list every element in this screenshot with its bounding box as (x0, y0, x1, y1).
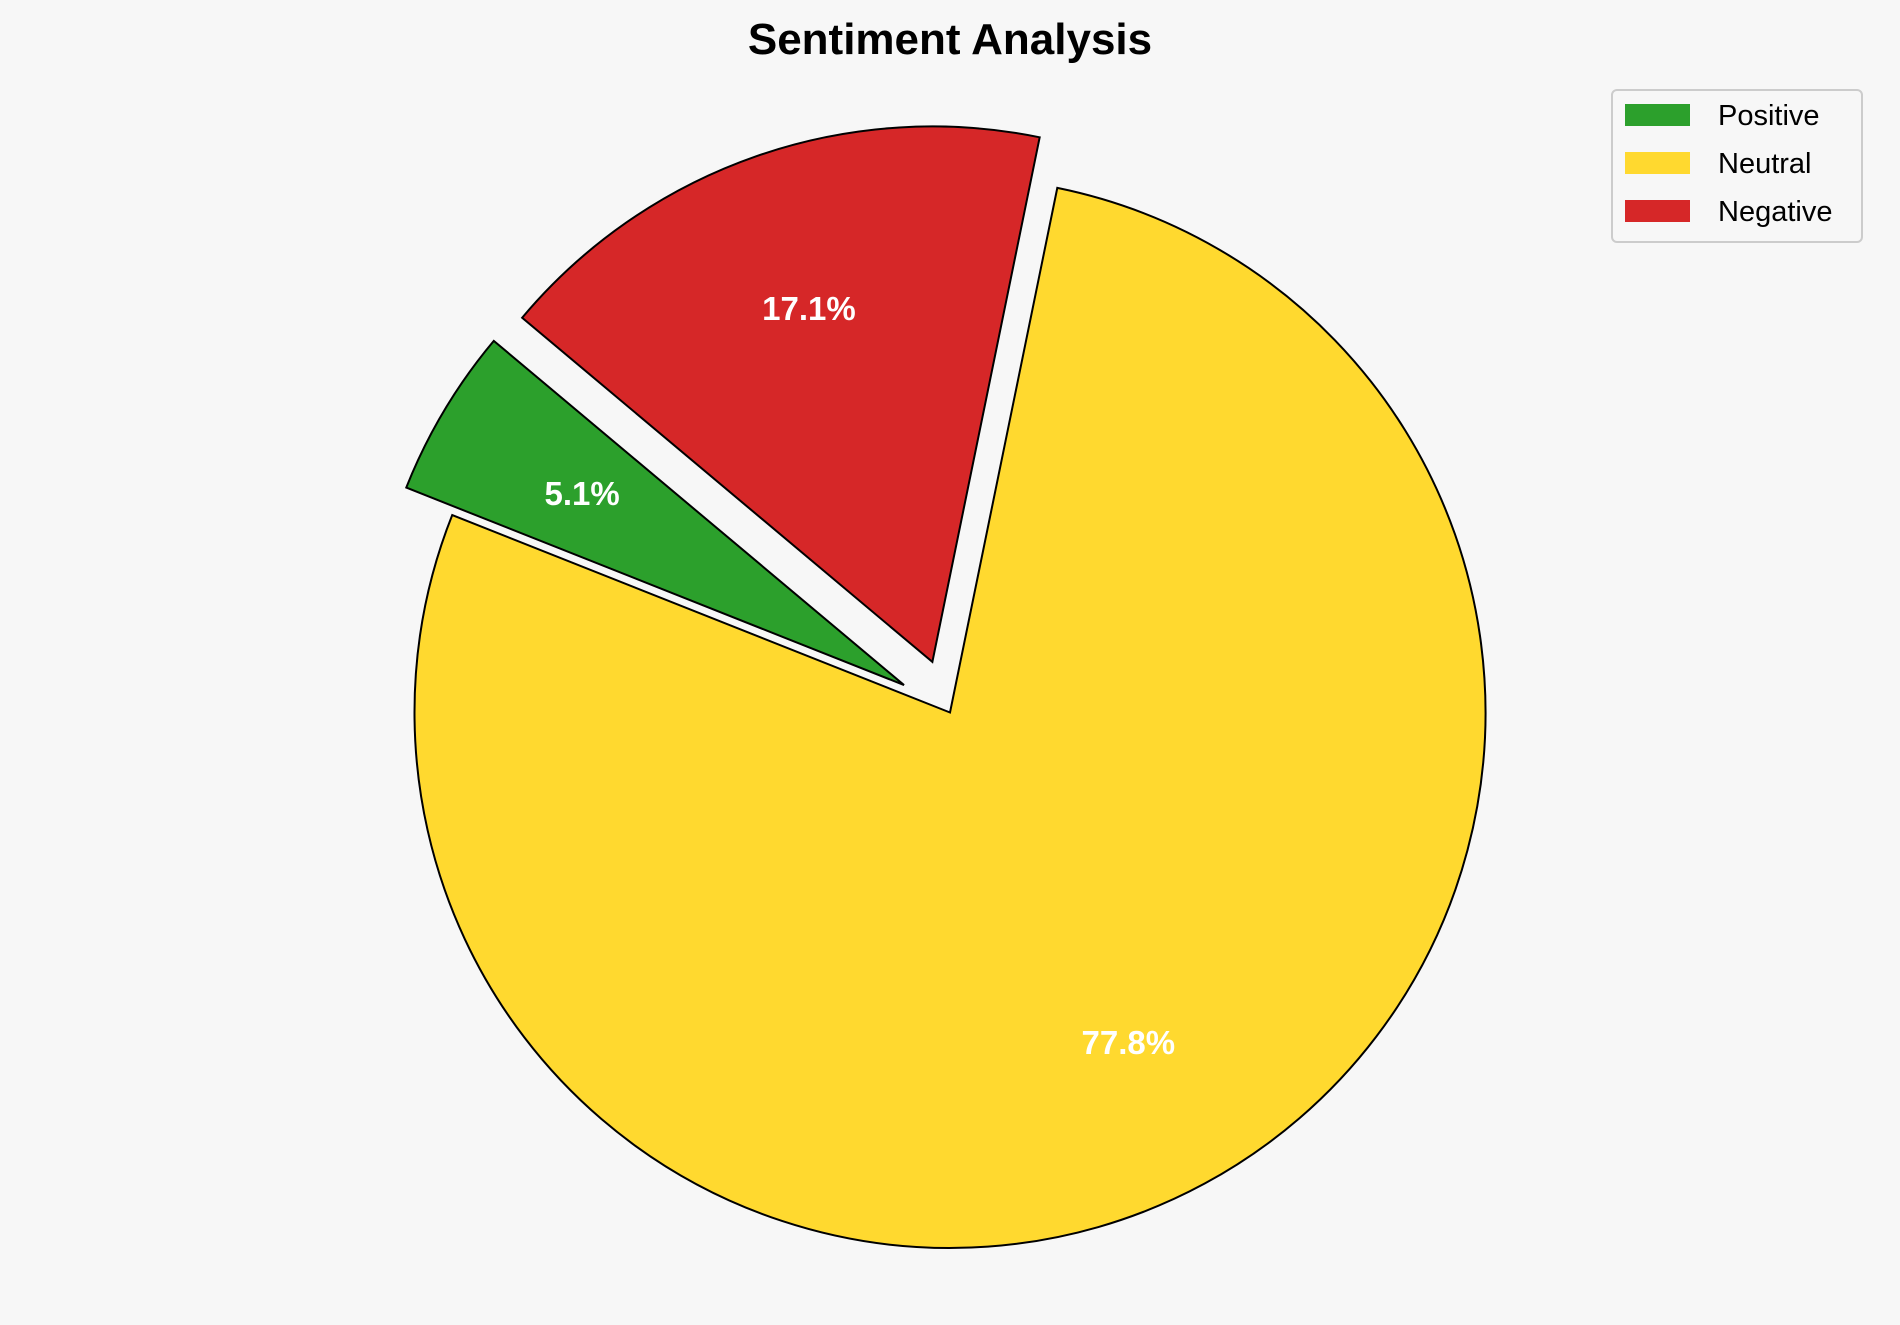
legend-label-negative: Negative (1718, 196, 1832, 228)
percent-label-positive: 5.1% (544, 475, 619, 512)
legend-swatch-neutral (1625, 152, 1690, 174)
pie-slice-negative (520, 125, 1041, 664)
percent-label-neutral: 77.8% (1081, 1024, 1175, 1061)
chart-title: Sentiment Analysis (748, 15, 1152, 64)
pie-slice-positive (404, 339, 905, 686)
percent-labels-group: 5.1% 77.8% 17.1% (544, 290, 1175, 1061)
legend-label-neutral: Neutral (1718, 148, 1812, 180)
legend-swatch-negative (1625, 200, 1690, 222)
legend-label-positive: Positive (1718, 100, 1820, 132)
pie-slice-neutral (413, 186, 1487, 1249)
slices-group (404, 125, 1487, 1249)
legend: Positive Neutral Negative (1611, 89, 1863, 243)
legend-swatch-positive (1625, 104, 1690, 126)
percent-label-negative: 17.1% (762, 290, 856, 327)
